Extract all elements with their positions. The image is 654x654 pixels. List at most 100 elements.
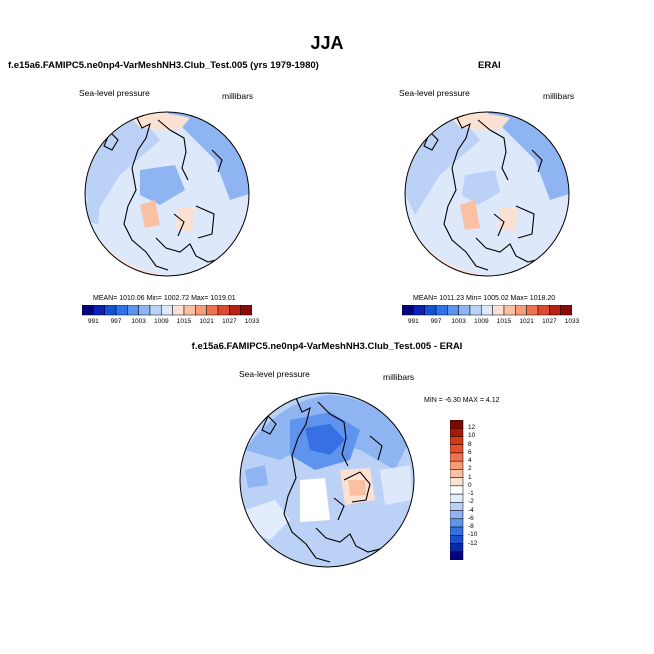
diff-colorbar-tick-label: 12 — [468, 424, 476, 432]
model-units-label: millibars — [222, 91, 254, 101]
obs-colorbar-tick-label: 1009 — [474, 318, 489, 325]
obs-variable-label: Sea-level pressure — [399, 88, 470, 98]
diff-stats: MIN = -6.30 MAX = 4.12 — [424, 397, 500, 404]
diff-colorbar-swatch — [450, 526, 464, 536]
model-colorbar-swatch — [82, 305, 94, 316]
model-map-border — [84, 111, 250, 277]
diff-colorbar-swatch — [450, 427, 464, 437]
diff-panel-title: f.e15a6.FAMIPC5.ne0np4-VarMeshNH3.Club_T… — [191, 341, 463, 352]
obs-colorbar-tick-label: 991 — [407, 318, 419, 325]
model-colorbar-swatch — [127, 305, 139, 316]
obs-colorbar-tick-label: 1015 — [496, 318, 512, 325]
diff-colorbar-tick-label: 10 — [468, 432, 476, 440]
model-colorbar-swatch — [206, 305, 219, 316]
diff-colorbar-tick-label: -8 — [468, 523, 474, 531]
model-colorbar-tick-label: 1021 — [199, 318, 214, 325]
obs-colorbar-tick-label: 1027 — [542, 318, 557, 325]
diff-colorbar-tick-label: 8 — [468, 440, 472, 448]
model-colorbar-swatch — [93, 305, 105, 316]
figure-title: JJA — [310, 33, 344, 53]
diff-colorbar-swatch — [450, 485, 464, 495]
model-colorbar-swatch — [229, 305, 241, 316]
diff-colorbar-swatch — [450, 460, 464, 470]
obs-colorbar-labels: 991 997 1003 1009 1015 1021 1027 1033 — [402, 318, 579, 328]
obs-colorbar-swatch — [435, 305, 448, 316]
obs-colorbar-swatch — [526, 305, 539, 316]
diff-colorbar-swatch — [450, 543, 464, 553]
model-colorbar-swatch — [183, 305, 196, 316]
diff-colorbar-swatch — [450, 477, 464, 487]
model-colorbar-swatch — [149, 305, 162, 316]
obs-colorbar-tick-label: 1003 — [451, 318, 466, 325]
obs-colorbar-swatch — [413, 305, 425, 316]
diff-colorbar-swatch — [450, 535, 464, 544]
model-colorbar-tick-label: 1015 — [176, 318, 192, 325]
obs-units-label: millibars — [543, 91, 575, 101]
model-stats: MEAN= 1010.06 Min= 1002.72 Max= 1019.01 — [93, 295, 236, 302]
diff-colorbar-tick-label: -10 — [468, 531, 478, 539]
diff-colorbar-tick-label: 0 — [468, 481, 472, 489]
diff-colorbar-tick-label: -4 — [468, 506, 474, 514]
model-colorbar-tick-label: 1009 — [154, 318, 169, 325]
model-colorbar-tick-label: 1027 — [222, 318, 237, 325]
diff-colorbar-swatch — [450, 469, 464, 478]
diff-variable-label: Sea-level pressure — [239, 369, 310, 379]
obs-coastlines — [423, 115, 545, 271]
model-colorbar-tick-label: 1033 — [244, 318, 260, 325]
model-colorbar-swatch — [172, 305, 185, 316]
diff-colorbar-swatch — [450, 444, 464, 454]
model-colorbar-swatch — [104, 305, 117, 316]
obs-colorbar-tick-label: 997 — [430, 318, 442, 325]
model-colorbar-tick-label: 1003 — [131, 318, 146, 325]
model-colorbar — [82, 305, 252, 316]
obs-colorbar-swatch — [560, 305, 572, 316]
obs-colorbar-swatch — [481, 305, 493, 316]
diff-colorbar-tick-label: 1 — [468, 473, 472, 481]
diff-colorbar-labels: 12 10 8 6 4 2 1 0 -1 -2 -4 -6 -8 -10 -12 — [468, 420, 498, 560]
obs-colorbar-swatch — [447, 305, 459, 316]
model-colorbar-swatch — [195, 305, 207, 316]
obs-colorbar-swatch — [549, 305, 561, 316]
model-variable-label: Sea-level pressure — [79, 88, 150, 98]
diff-colorbar — [450, 420, 464, 560]
obs-colorbar-swatch — [469, 305, 482, 316]
model-colorbar-swatch — [138, 305, 151, 316]
diff-colorbar-swatch — [450, 452, 464, 462]
obs-panel-title: ERAI — [478, 60, 501, 71]
diff-units-label: millibars — [383, 372, 415, 382]
diff-colorbar-tick-label: 2 — [468, 465, 472, 473]
obs-colorbar-swatch — [503, 305, 516, 316]
model-coastlines — [103, 115, 225, 271]
obs-colorbar-swatch — [402, 305, 414, 316]
obs-colorbar-swatch — [537, 305, 550, 316]
diff-colorbar-swatch — [450, 518, 464, 528]
obs-colorbar-tick-label: 1033 — [564, 318, 580, 325]
obs-colorbar-swatch — [424, 305, 437, 316]
model-colorbar-tick-label: 991 — [87, 318, 99, 325]
obs-stats: MEAN= 1011.23 Min= 1005.02 Max= 1018.20 — [413, 295, 556, 302]
diff-colorbar-tick-label: -1 — [468, 490, 474, 498]
model-colorbar-swatch — [161, 305, 173, 316]
obs-colorbar-swatch — [492, 305, 505, 316]
diff-colorbar-tick-label: 6 — [468, 448, 472, 456]
diff-colorbar-swatch — [450, 420, 464, 429]
diff-colorbar-swatch — [450, 510, 464, 520]
diff-colorbar-tick-label: -6 — [468, 514, 474, 522]
obs-colorbar-tick-label: 1021 — [519, 318, 534, 325]
diff-colorbar-tick-label: 4 — [468, 457, 472, 465]
diff-map-border — [239, 392, 415, 568]
model-colorbar-tick-label: 997 — [110, 318, 122, 325]
diff-coastlines — [261, 397, 385, 563]
diff-colorbar-swatch — [450, 493, 464, 503]
diff-colorbar-tick-label: -2 — [468, 498, 474, 506]
obs-colorbar — [402, 305, 572, 316]
model-colorbar-swatch — [240, 305, 252, 316]
obs-map-border — [404, 111, 570, 277]
diff-colorbar-tick-label: -12 — [468, 539, 478, 547]
obs-colorbar-swatch — [515, 305, 527, 316]
model-colorbar-labels: 991 997 1003 1009 1015 1021 1027 1033 — [82, 318, 259, 328]
model-colorbar-swatch — [115, 305, 128, 316]
model-panel-title: f.e15a6.FAMIPC5.ne0np4-VarMeshNH3.Club_T… — [8, 60, 319, 71]
diff-colorbar-swatch — [450, 502, 464, 511]
